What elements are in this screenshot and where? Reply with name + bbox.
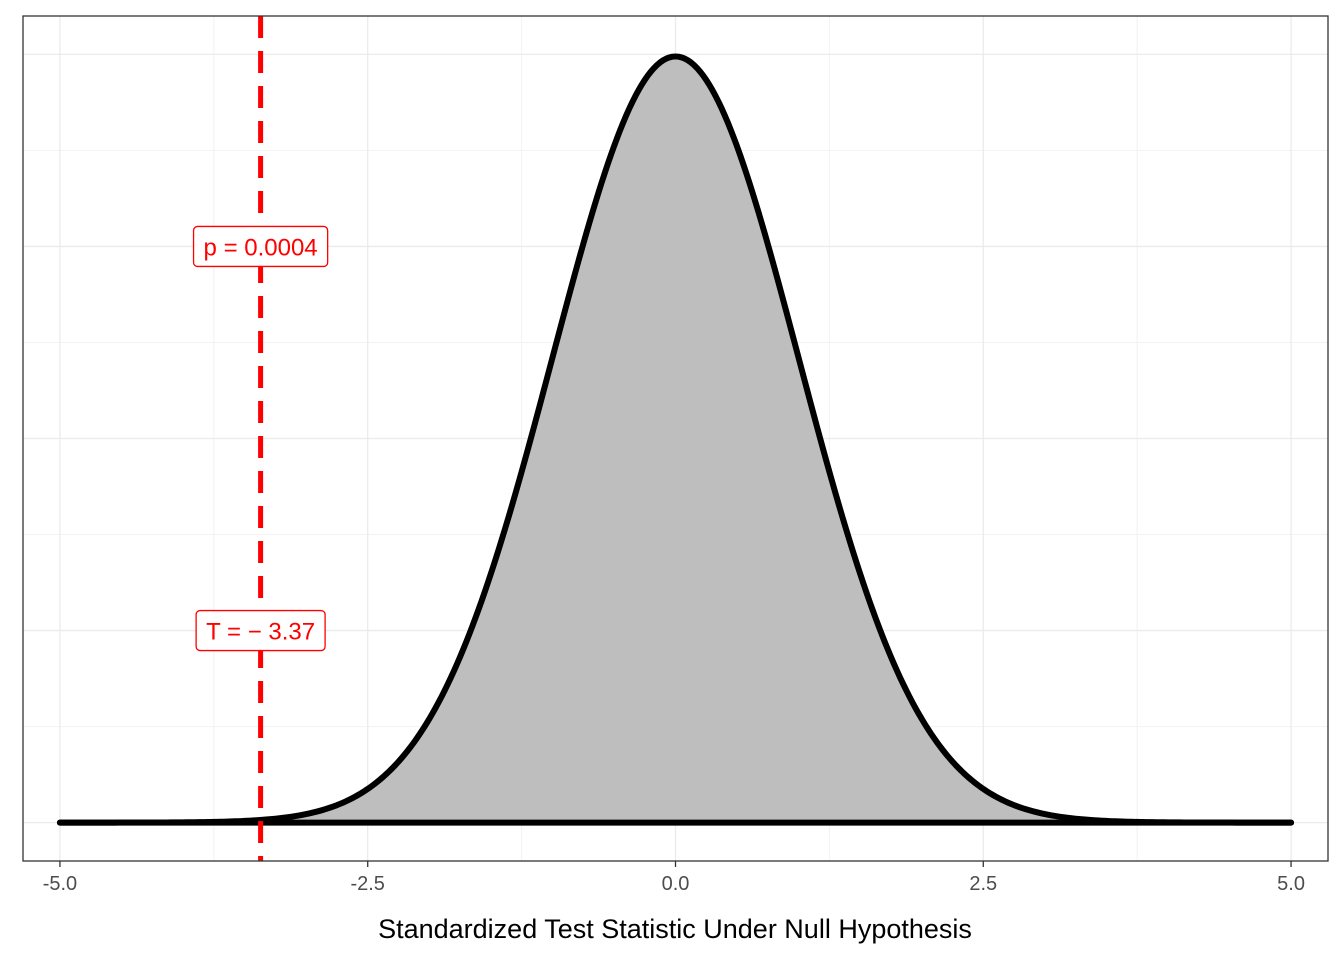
x-tick-label: 5.0 bbox=[1277, 873, 1305, 895]
x-axis-title: Standardized Test Statistic Under Null H… bbox=[378, 914, 972, 944]
annotation-box bbox=[195, 609, 326, 652]
annotation-text: p = 0.0004 bbox=[204, 234, 318, 261]
annotation-box bbox=[192, 225, 329, 268]
annotation-label: T = − 3.37 bbox=[195, 609, 326, 652]
density-area bbox=[59, 56, 1292, 823]
x-axis-ticks bbox=[59, 861, 1292, 867]
x-tick-label: 2.5 bbox=[969, 873, 997, 895]
annotation-text: T = − 3.37 bbox=[206, 619, 315, 646]
annotation-label: p = 0.0004 bbox=[192, 225, 329, 268]
x-tick-label: -5.0 bbox=[43, 873, 77, 895]
annotations: p = 0.0004 T = − 3.37 bbox=[192, 225, 329, 652]
x-tick-label: 0.0 bbox=[662, 873, 690, 895]
x-tick-label: -2.5 bbox=[350, 873, 384, 895]
x-axis-tick-labels: -5.0 -2.5 0.0 2.5 5.0 bbox=[43, 873, 1305, 895]
